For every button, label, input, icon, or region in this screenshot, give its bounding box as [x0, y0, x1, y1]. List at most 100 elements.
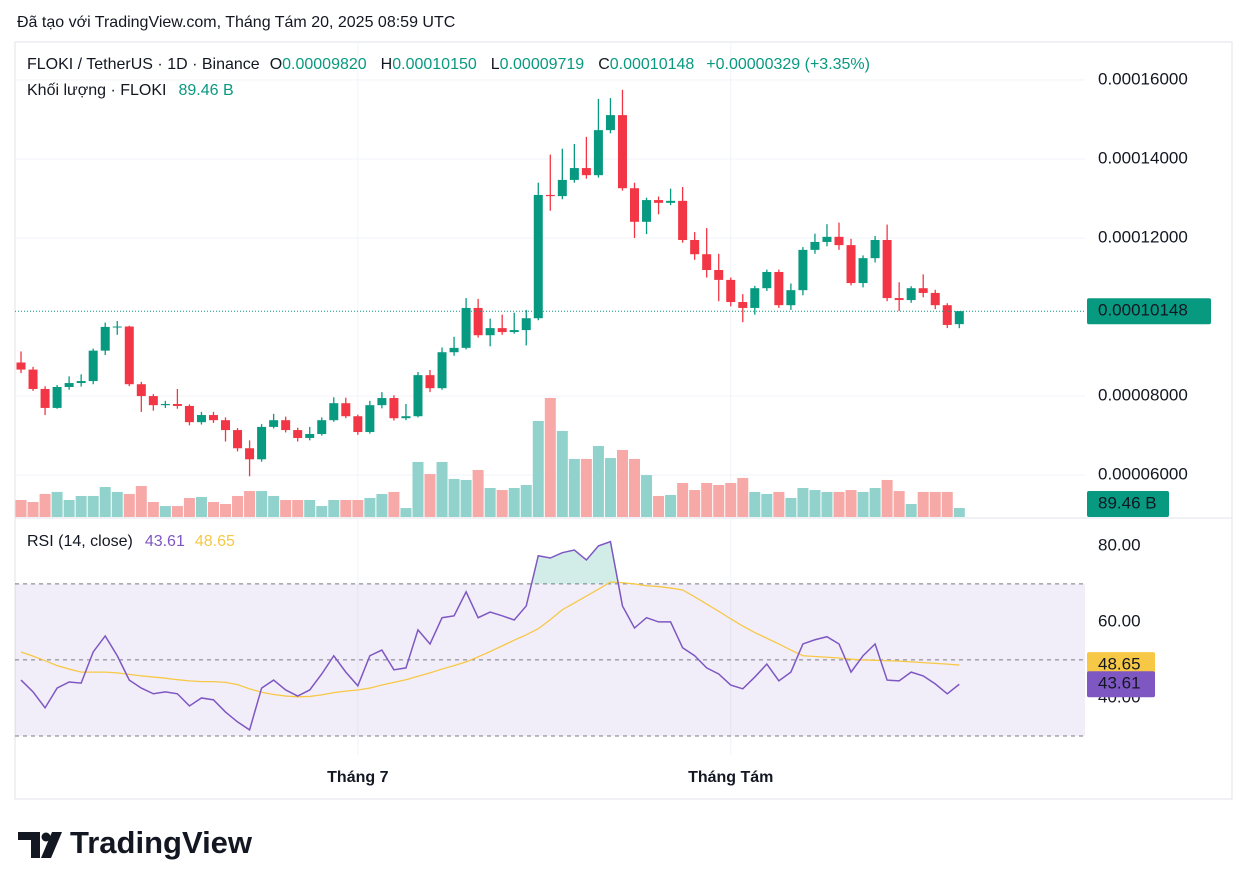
candle-body: [726, 279, 736, 303]
change-value: +0.00000329 (+3.35%): [706, 56, 870, 73]
candle-body: [365, 405, 375, 433]
candle-body: [485, 328, 495, 336]
candle-body: [774, 271, 784, 306]
volume-bar: [725, 482, 737, 517]
candle-body: [654, 200, 664, 203]
volume-bar: [677, 482, 689, 517]
volume-bar: [87, 495, 99, 517]
volume-bar: [195, 496, 207, 517]
volume-bar: [147, 502, 159, 517]
candle-body: [196, 415, 206, 423]
volume-bar: [123, 493, 135, 517]
volume-bar: [701, 482, 713, 517]
ohlc-key: L: [491, 56, 500, 73]
volume-bar: [304, 499, 316, 517]
candle-body: [221, 420, 231, 431]
candle-body: [64, 383, 74, 387]
volume-bar: [364, 497, 376, 517]
x-tick-label: Tháng Tám: [688, 769, 773, 786]
ohlc-key: O: [270, 56, 282, 73]
candle-body: [834, 236, 844, 246]
candle-body: [52, 386, 62, 408]
candle-body: [136, 384, 146, 397]
volume-bar: [893, 491, 905, 517]
ohlc-key: C: [598, 56, 610, 73]
candle-body: [377, 398, 387, 406]
candle-body: [581, 168, 591, 176]
candle-body: [906, 288, 916, 301]
candle-body: [870, 239, 880, 259]
volume-bar: [400, 508, 412, 517]
volume-bar: [869, 488, 881, 517]
volume-bar: [412, 461, 424, 517]
candle-body: [245, 448, 255, 460]
volume-bar: [953, 507, 965, 517]
volume-bar: [616, 449, 628, 517]
candle-body: [28, 369, 38, 389]
volume-bar: [292, 499, 304, 517]
y-tick-label: 0.00006000: [1098, 465, 1188, 484]
rsi-box: [1087, 671, 1155, 698]
candle-body: [545, 194, 555, 197]
volume-bar: [797, 488, 809, 517]
volume-bar: [352, 499, 364, 517]
candle-body: [437, 352, 447, 389]
volume-bar: [328, 499, 340, 517]
volume-bar: [340, 499, 352, 517]
volume-bar: [27, 502, 39, 517]
candle-body: [569, 168, 579, 180]
volume-bar: [641, 475, 653, 517]
volume-bar: [135, 486, 147, 517]
rsi-title: RSI (14, close): [27, 533, 133, 550]
volume-bar: [881, 479, 893, 517]
volume-bar: [63, 499, 75, 517]
brand: TradingView: [70, 825, 253, 860]
volume-bar: [941, 491, 953, 517]
volume-bar: [809, 490, 821, 517]
rsi-ma-line: [20, 581, 960, 698]
candle-body: [281, 420, 291, 431]
candle-body: [882, 239, 892, 299]
candle-body: [124, 326, 134, 385]
candle-body: [894, 298, 904, 301]
rsi-tick-label: 60.00: [1098, 611, 1141, 630]
volume-bar: [580, 458, 592, 517]
candle-body: [353, 416, 363, 433]
candle-body: [172, 403, 182, 406]
volume-bar: [689, 490, 701, 517]
candle-body: [208, 415, 218, 421]
rsi-axis-label: 43.61: [1098, 674, 1141, 693]
volume-bar: [592, 445, 604, 517]
last-price-label: 0.00010148: [1098, 301, 1188, 320]
volume-bar: [857, 491, 869, 517]
candle-body: [521, 318, 531, 331]
candle-body: [233, 430, 243, 449]
volume-bar: [520, 484, 532, 517]
y-tick-label: 0.00012000: [1098, 227, 1188, 246]
volume-bar: [544, 397, 556, 517]
volume-bar: [629, 458, 641, 517]
candle-body: [425, 375, 435, 389]
candle-body: [401, 416, 411, 419]
volume-bar: [171, 506, 183, 517]
candle-body: [76, 381, 86, 384]
x-tick-label: Tháng 7: [327, 769, 388, 786]
candle-body: [642, 200, 652, 222]
symbol-title: FLOKI / TetherUS · 1D · Binance: [27, 56, 260, 73]
candle-body: [762, 271, 772, 289]
candle-body: [112, 326, 122, 328]
candle-body: [269, 420, 279, 427]
price-legend: FLOKI / TetherUS · 1D · Binance O0.000098…: [27, 56, 870, 73]
volume-bar: [833, 491, 845, 517]
candle-body: [557, 179, 567, 197]
candle-body: [593, 130, 603, 176]
candle-body: [533, 194, 543, 319]
candle-body: [798, 249, 808, 291]
candle-body: [497, 328, 507, 333]
logo-icon: [18, 832, 62, 858]
y-tick-label: 0.00016000: [1098, 69, 1188, 88]
volume-bar: [845, 490, 857, 517]
volume-legend: Khối lượng · FLOKI 89.46 B: [27, 82, 234, 99]
ohlc-value: 0.00009719: [500, 56, 585, 73]
volume-bar: [496, 490, 508, 517]
